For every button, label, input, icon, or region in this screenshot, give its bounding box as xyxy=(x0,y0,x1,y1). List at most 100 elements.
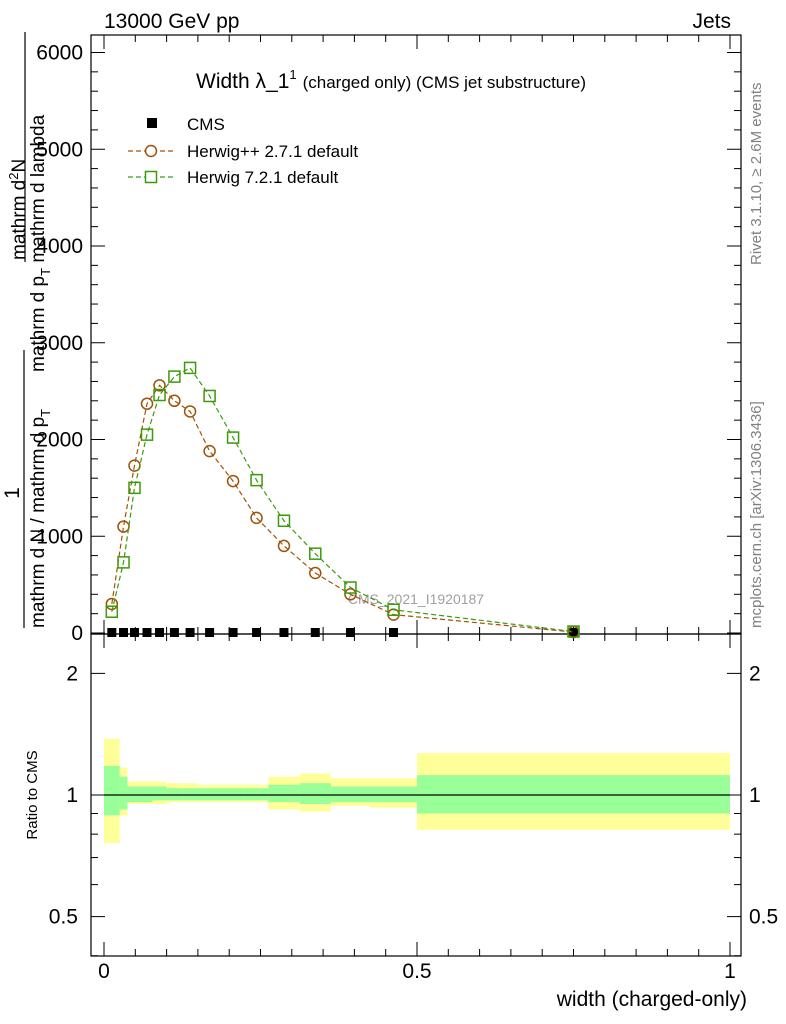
main-ytick-label: 2000 xyxy=(36,429,83,452)
herwigpp-point xyxy=(183,405,197,418)
ratio-ytick-label-left: 2 xyxy=(66,662,78,685)
main-y-axis-title: 1 mathrm d N / mathrm d pT mathrm d2N ma… xyxy=(1,32,53,628)
herwigpp-point xyxy=(226,474,240,488)
herwigpp-point xyxy=(203,444,216,458)
herwigpp-point xyxy=(309,566,322,580)
cms-point xyxy=(310,628,320,637)
cms-point xyxy=(169,628,179,637)
main-ytick-label: 1000 xyxy=(36,525,83,548)
cms-point xyxy=(142,628,152,637)
cms-point xyxy=(389,628,399,637)
series-line-2 xyxy=(111,367,574,633)
legend-herwigpp-marker xyxy=(144,144,158,158)
cms-point xyxy=(129,628,139,637)
ylabel-right-denominator: mathrm d pT mathrm d lambda xyxy=(28,114,53,372)
legend: CMS Herwig++ 2.7.1 default Herwig 7.2.1 … xyxy=(128,115,358,187)
herwig7-point xyxy=(140,428,154,441)
series-line-1 xyxy=(111,384,574,633)
cms-point xyxy=(155,628,165,637)
legend-herwigpp-label: Herwig++ 2.7.1 default xyxy=(187,142,358,161)
ratio-band-inner-2 xyxy=(127,786,142,803)
cms-point xyxy=(185,628,195,637)
ratio-y-axis-title: Ratio to CMS xyxy=(24,750,41,839)
herwig7-point xyxy=(105,605,119,618)
ratio-y-tick-labels: 0.5 0.5 1 1 2 2 xyxy=(49,662,778,928)
cms-point xyxy=(569,628,578,637)
ratio-ytick-label-right: 1 xyxy=(749,784,761,807)
herwigpp-point xyxy=(344,588,357,601)
ratio-band-inner-3 xyxy=(141,786,153,803)
herwig7-point xyxy=(344,581,357,594)
analysis-watermark: CMS_2021_I1920187 xyxy=(348,591,484,607)
main-ytick-label: 5000 xyxy=(36,138,83,161)
xtick-label: 1 xyxy=(724,960,736,983)
ylabel-denominator: mathrm d N / mathrm d pT xyxy=(28,409,53,628)
ratio-ytick-label-left: 1 xyxy=(66,784,78,807)
ratio-band-inner-13 xyxy=(370,786,417,803)
ratio-band-inner-4 xyxy=(152,786,167,801)
main-y-tick-labels: 0 1000 2000 3000 4000 5000 6000 xyxy=(36,42,83,646)
cms-point xyxy=(228,628,238,637)
main-axis-ticks xyxy=(91,35,741,956)
main-ytick-label: 4000 xyxy=(36,235,83,258)
main-ytick-label: 0 xyxy=(71,622,83,645)
ratio-band-inner-6 xyxy=(182,788,198,801)
ratio-axis-ticks xyxy=(91,672,741,957)
cms-point xyxy=(345,628,355,637)
series-layer xyxy=(105,361,580,639)
ratio-band-inner-11 xyxy=(299,783,331,804)
herwig7-point xyxy=(387,603,400,617)
herwigpp-point xyxy=(277,539,291,553)
x-tick-labels: 0 0.5 1 xyxy=(98,960,736,983)
legend-herwig7-label: Herwig 7.2.1 default xyxy=(187,168,338,187)
x-axis-title: width (charged-only) xyxy=(556,988,747,1011)
herwig7-point xyxy=(128,481,141,495)
plot-title: Width λ_11 (charged only) (CMS jet substr… xyxy=(196,67,586,93)
xtick-label: 0 xyxy=(98,960,110,983)
ylabel-right-numerator: mathrm d2N xyxy=(6,159,30,260)
ratio-bands xyxy=(104,738,730,844)
cms-point xyxy=(107,628,117,637)
cms-point xyxy=(205,628,215,637)
herwigpp-point xyxy=(117,520,130,533)
ratio-band-inner-1 xyxy=(119,776,128,810)
legend-herwig7-marker xyxy=(144,170,158,184)
ratio-band-inner-7 xyxy=(197,788,222,801)
main-ytick-label: 3000 xyxy=(36,332,83,355)
herwigpp-point xyxy=(168,394,181,408)
ylabel-numerator: 1 xyxy=(1,487,24,499)
herwig7-point xyxy=(309,547,322,560)
ratio-band-inner-5 xyxy=(166,788,183,801)
herwig7-point xyxy=(117,556,130,569)
legend-cms-marker xyxy=(147,118,157,128)
ratio-band-inner-8 xyxy=(221,788,245,801)
ratio-band-inner-9 xyxy=(244,788,269,801)
herwigpp-point xyxy=(140,397,154,410)
cms-point xyxy=(119,628,129,637)
main-ytick-label: 6000 xyxy=(36,42,83,65)
ratio-band-inner-10 xyxy=(268,784,300,803)
herwigpp-point xyxy=(250,511,263,525)
ratio-ytick-label-right: 0.5 xyxy=(749,906,778,929)
ratio-ytick-label-right: 2 xyxy=(749,662,761,685)
rivet-label: Rivet 3.1.10, ≥ 2.6M events xyxy=(748,83,765,266)
herwig7-point xyxy=(168,370,181,383)
process-label: Jets xyxy=(692,10,731,33)
ratio-band-inner-14 xyxy=(417,775,730,814)
beam-label: 13000 GeV pp xyxy=(104,10,239,33)
cms-point xyxy=(279,628,289,637)
herwig7-point xyxy=(183,361,197,375)
herwig7-point xyxy=(203,389,216,403)
herwigpp-point xyxy=(153,379,166,392)
herwig7-point xyxy=(226,431,240,444)
herwig7-point xyxy=(277,514,291,528)
herwig7-point xyxy=(153,388,166,402)
ratio-ytick-label-left: 0.5 xyxy=(49,906,78,929)
herwig7-point xyxy=(567,625,580,638)
mcplots-label: mcplots.cern.ch [arXiv:1306.3436] xyxy=(748,401,765,628)
xtick-label: 0.5 xyxy=(402,960,431,983)
herwig7-point xyxy=(250,473,263,487)
ratio-band-inner-12 xyxy=(330,786,371,803)
ratio-band-inner-0 xyxy=(104,765,120,816)
